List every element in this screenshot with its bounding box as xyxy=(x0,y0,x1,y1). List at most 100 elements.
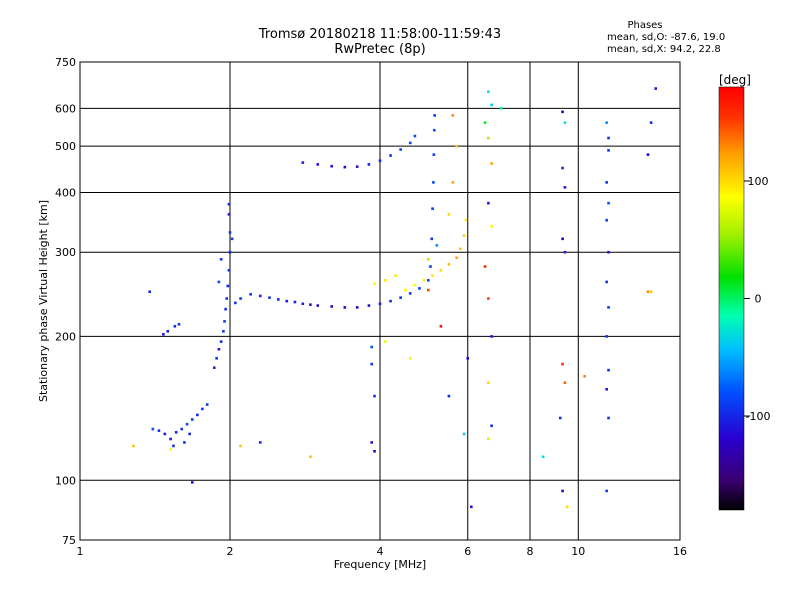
data-point xyxy=(649,121,653,124)
data-point xyxy=(226,284,230,288)
data-point xyxy=(355,165,359,168)
chart-subtitle: RwPretec (8p) xyxy=(334,42,425,57)
data-point xyxy=(268,296,271,299)
data-point xyxy=(370,441,374,444)
data-point xyxy=(370,362,374,366)
data-point xyxy=(196,413,199,417)
y-tick-label: 200 xyxy=(55,330,76,343)
x-tick-label: 10 xyxy=(571,545,585,558)
data-point xyxy=(487,201,490,205)
data-point xyxy=(605,121,608,124)
data-point xyxy=(447,394,451,398)
data-point xyxy=(455,144,458,148)
data-point xyxy=(408,356,412,360)
data-point xyxy=(276,298,280,301)
data-point xyxy=(373,394,376,398)
data-point xyxy=(490,224,493,228)
data-point xyxy=(373,282,376,285)
data-point xyxy=(404,288,407,292)
data-point xyxy=(389,154,392,157)
data-point xyxy=(561,166,564,170)
data-point xyxy=(162,333,165,336)
data-point xyxy=(219,340,223,343)
data-point xyxy=(169,437,172,441)
data-point xyxy=(408,141,412,145)
phase-box-title: Phases xyxy=(627,20,662,31)
data-point xyxy=(316,304,320,307)
data-point xyxy=(373,449,376,453)
data-point xyxy=(228,231,232,234)
data-point xyxy=(487,297,490,300)
data-point xyxy=(190,481,194,484)
data-point xyxy=(258,441,262,444)
data-point xyxy=(389,299,392,303)
data-point xyxy=(483,265,487,268)
data-point xyxy=(169,448,172,451)
data-point xyxy=(483,121,487,124)
data-point xyxy=(490,162,493,165)
data-point xyxy=(378,159,382,163)
data-point xyxy=(163,432,167,436)
data-point xyxy=(285,299,289,303)
data-point xyxy=(330,305,334,308)
data-point xyxy=(646,153,650,156)
data-point xyxy=(432,153,436,156)
data-point xyxy=(541,455,545,459)
data-point xyxy=(330,164,334,168)
data-point xyxy=(367,304,371,307)
data-point xyxy=(185,422,189,426)
phase-box-line2: mean, sd,X: 94.2, 22.8 xyxy=(607,44,721,55)
data-point xyxy=(227,213,231,216)
colorbar-ticks: 100 0 -100 xyxy=(744,175,770,423)
data-point xyxy=(384,340,387,343)
y-axis-label: Stationary phase Virtual Height [km] xyxy=(37,200,50,402)
data-point xyxy=(426,279,430,282)
data-point xyxy=(455,256,458,260)
colorbar: [deg] 100 0 -100 xyxy=(718,73,770,511)
data-point xyxy=(228,250,232,254)
x-tick-label: 1 xyxy=(77,545,84,558)
data-point xyxy=(561,362,564,366)
data-point xyxy=(607,416,610,420)
data-point xyxy=(563,250,567,254)
data-point xyxy=(447,213,451,216)
data-point xyxy=(487,437,490,441)
y-tick-label: 400 xyxy=(55,186,76,199)
data-point xyxy=(227,268,231,272)
data-point xyxy=(563,186,567,189)
data-point xyxy=(180,427,184,431)
data-point xyxy=(490,335,493,338)
data-point xyxy=(429,265,432,268)
data-point xyxy=(605,388,608,391)
data-point xyxy=(201,407,204,411)
data-point xyxy=(394,274,397,277)
data-point xyxy=(462,234,466,237)
y-axis: 75 100 200 300 400 500 600 750 xyxy=(55,56,76,547)
data-point xyxy=(230,237,234,241)
data-point xyxy=(426,257,430,261)
plot-frame xyxy=(79,61,681,541)
data-point xyxy=(439,324,443,328)
data-point xyxy=(239,297,242,300)
data-point xyxy=(605,489,608,493)
data-point xyxy=(355,306,359,309)
data-point xyxy=(301,302,305,306)
data-point xyxy=(219,257,223,261)
data-point xyxy=(430,237,434,241)
data-point xyxy=(309,455,312,459)
data-point xyxy=(561,489,564,493)
data-point xyxy=(605,335,608,338)
data-point xyxy=(413,134,417,138)
colorbar-gradient xyxy=(718,86,745,511)
grid-lines xyxy=(80,62,680,540)
y-tick-label: 600 xyxy=(55,102,76,115)
data-point xyxy=(459,247,462,251)
data-point xyxy=(565,505,569,509)
data-point xyxy=(408,292,412,295)
data-point xyxy=(563,121,567,124)
x-tick-label: 6 xyxy=(464,545,471,558)
data-point xyxy=(190,418,194,421)
data-point xyxy=(418,287,421,290)
y-tick-label: 100 xyxy=(55,474,76,487)
x-tick-label: 8 xyxy=(527,545,534,558)
